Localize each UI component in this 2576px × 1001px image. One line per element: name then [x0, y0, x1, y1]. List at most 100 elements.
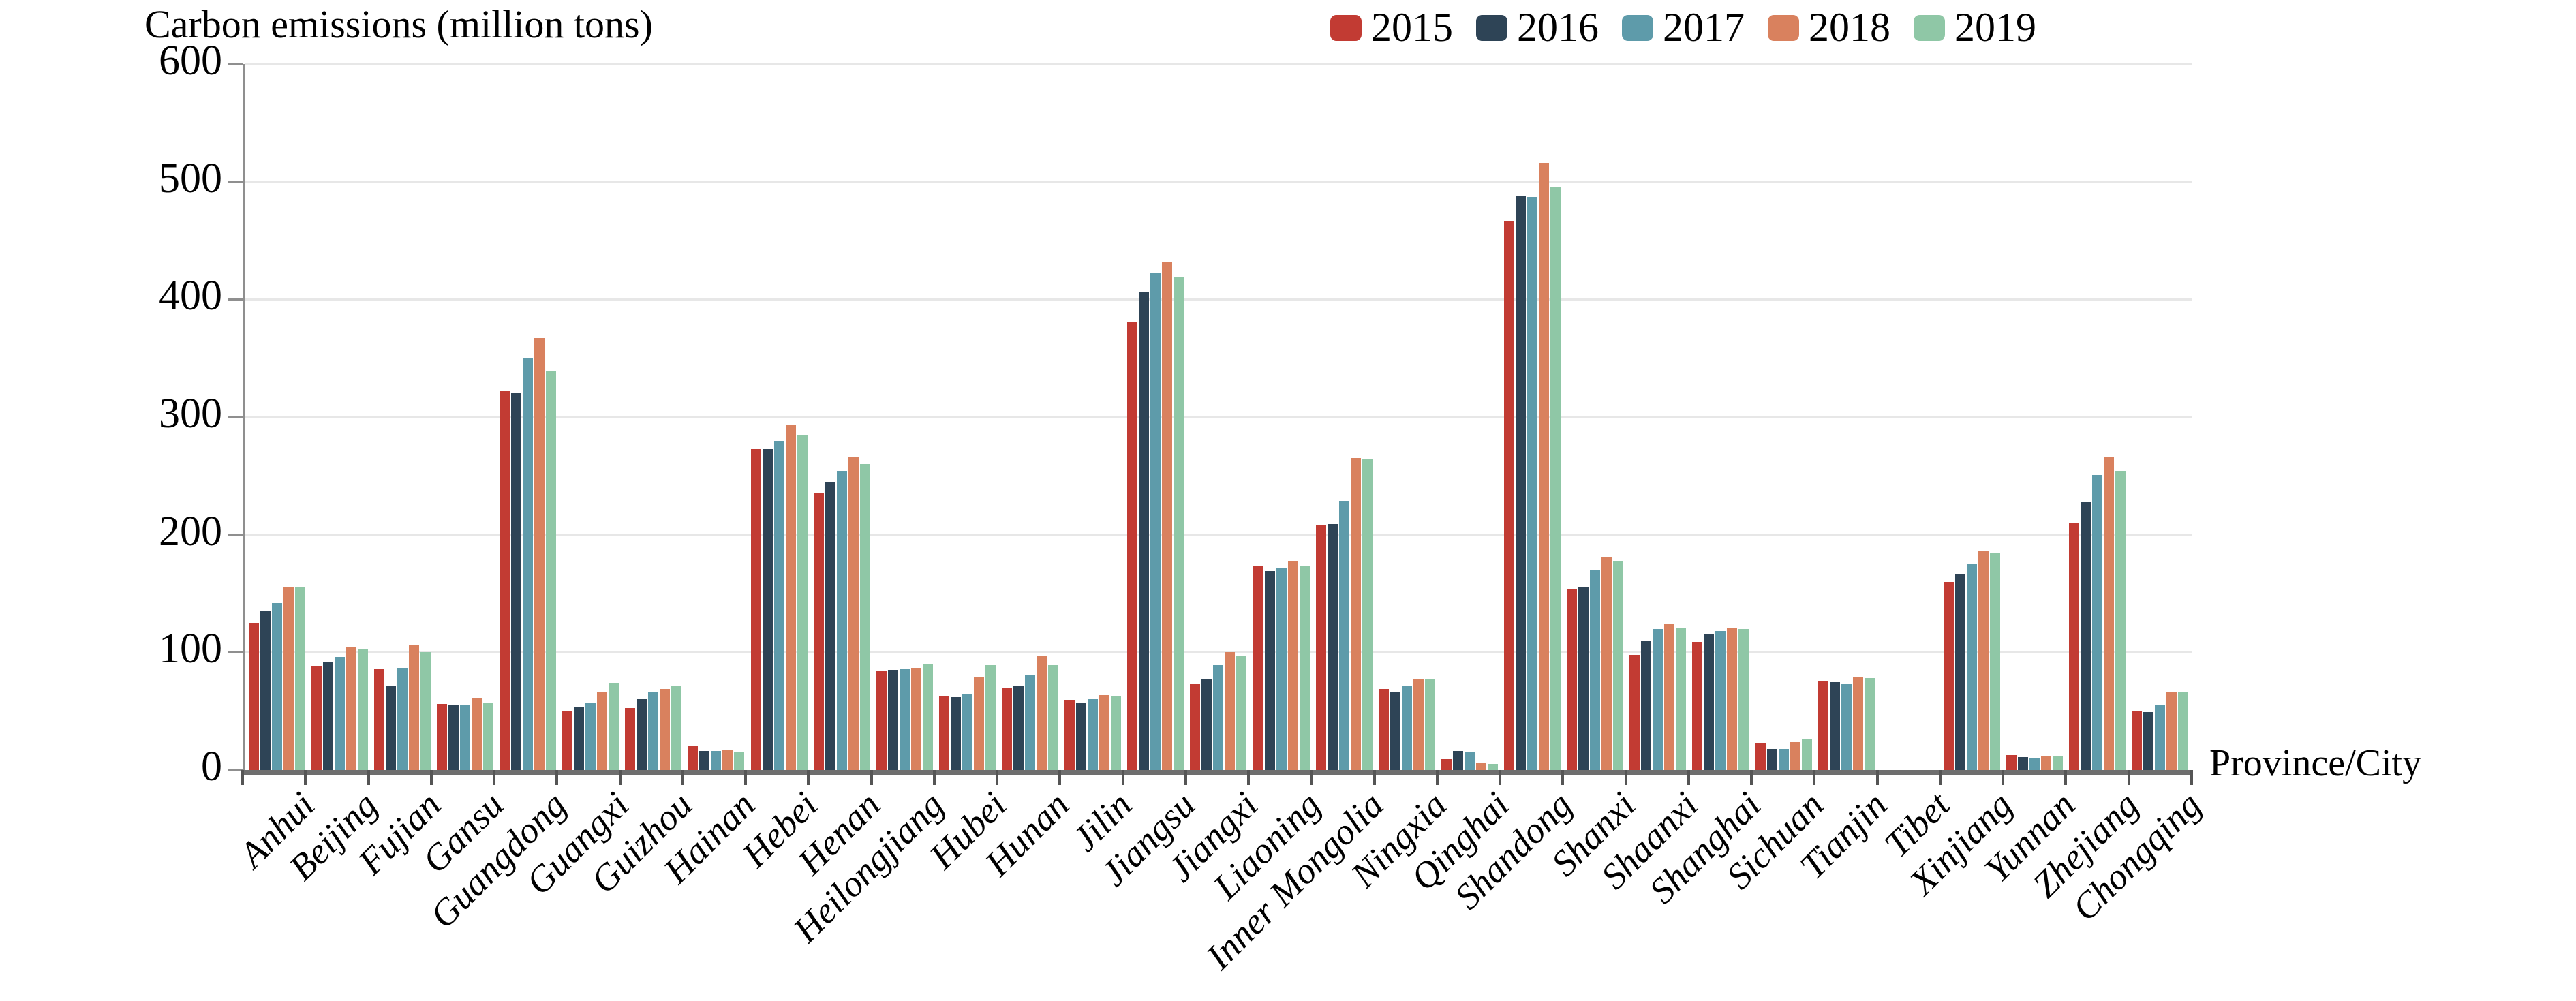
x-tick-mark	[932, 770, 936, 785]
bar-Chongqing-2015	[2132, 711, 2143, 770]
bar-Shaanxi-2019	[1676, 628, 1687, 770]
bar-group-Zhejiang	[2066, 64, 2129, 770]
bar-Shanxi-2016	[1578, 587, 1589, 770]
x-tick-mark	[429, 770, 433, 785]
x-tick-mark	[1750, 770, 1753, 785]
bar-Hunan-2015	[1002, 688, 1013, 770]
bar-Inner Mongolia-2016	[1327, 524, 1338, 770]
x-tick-mark	[1435, 770, 1439, 785]
bar-Guangxi-2019	[609, 683, 619, 770]
bar-Sichuan-2019	[1801, 739, 1812, 770]
bar-Xinjiang-2019	[1989, 552, 2000, 770]
bar-Hebei-2015	[750, 448, 761, 770]
bar-Shaanxi-2017	[1653, 628, 1663, 770]
bar-group-Hubei	[936, 64, 998, 770]
bar-Inner Mongolia-2019	[1362, 459, 1373, 770]
legend-swatch-icon	[1914, 14, 1945, 41]
bar-Guizhou-2015	[625, 707, 636, 770]
bar-Hebei-2017	[773, 440, 784, 770]
gridline-600	[245, 63, 2192, 65]
y-tick-label-600: 600	[159, 37, 222, 84]
bar-Jiangxi-2019	[1236, 656, 1247, 770]
bar-Beijing-2019	[357, 649, 368, 770]
bar-Zhejiang-2019	[2115, 471, 2126, 770]
bar-Liaoning-2018	[1287, 561, 1298, 770]
legend-item-2018: 2018	[1768, 4, 1890, 51]
y-tick-mark	[228, 769, 243, 771]
bar-Fujian-2019	[420, 652, 431, 770]
bar-Shandong-2015	[1504, 220, 1515, 770]
bar-Gansu-2017	[459, 705, 470, 770]
bar-Sichuan-2015	[1755, 743, 1766, 770]
bar-Gansu-2019	[482, 703, 493, 770]
bar-Heilongjiang-2017	[899, 668, 910, 770]
y-tick-label-400: 400	[159, 273, 222, 320]
bar-group-Yunnan	[2004, 64, 2066, 770]
bar-group-Guangdong	[497, 64, 559, 770]
bar-Chongqing-2016	[2143, 712, 2154, 770]
bar-Chongqing-2017	[2155, 705, 2166, 770]
x-tick-mark	[870, 770, 873, 785]
bar-group-Guangxi	[559, 64, 622, 770]
x-tick-mark	[1687, 770, 1690, 785]
bar-Heilongjiang-2019	[922, 664, 933, 770]
x-tick-mark	[2190, 770, 2193, 785]
bar-Inner Mongolia-2015	[1315, 525, 1326, 770]
bar-Jiangxi-2015	[1190, 683, 1201, 770]
bar-Anhui-2018	[283, 586, 294, 770]
bar-Henan-2018	[848, 457, 859, 770]
legend-label: 2016	[1517, 5, 1599, 50]
y-tick-mark	[228, 298, 243, 301]
bar-Tianjin-2018	[1852, 677, 1863, 770]
bar-Jiangxi-2016	[1201, 679, 1212, 770]
gridline-400	[245, 298, 2192, 301]
bar-Hunan-2018	[1037, 656, 1047, 770]
legend-label: 2018	[1809, 5, 1890, 50]
bar-group-Inner Mongolia	[1313, 64, 1375, 770]
bar-Tianjin-2016	[1829, 681, 1840, 770]
bar-Liaoning-2016	[1264, 571, 1275, 770]
bar-Heilongjiang-2018	[910, 667, 921, 770]
bar-Xinjiang-2017	[1966, 564, 1977, 770]
bar-group-Qinghai	[1438, 64, 1501, 770]
bar-Inner Mongolia-2018	[1350, 458, 1361, 770]
bar-group-Ningxia	[1375, 64, 1438, 770]
bar-Gansu-2016	[448, 705, 459, 770]
bar-Tianjin-2019	[1864, 678, 1875, 770]
bar-Shanghai-2017	[1715, 631, 1726, 770]
y-tick-mark	[228, 533, 243, 536]
bar-Sichuan-2016	[1766, 748, 1777, 770]
bar-Guizhou-2019	[671, 686, 682, 770]
bar-group-Jilin	[1062, 64, 1124, 770]
x-axis-title: Province/City	[2209, 742, 2422, 784]
bar-Chongqing-2019	[2178, 692, 2189, 770]
bar-Jilin-2017	[1088, 699, 1099, 770]
y-tick-mark	[228, 416, 243, 418]
bar-Zhejiang-2018	[2104, 457, 2115, 770]
legend-label: 2017	[1663, 5, 1745, 50]
x-tick-mark	[1121, 770, 1124, 785]
bar-Gansu-2018	[471, 698, 482, 770]
bar-Anhui-2016	[260, 611, 271, 770]
bar-group-Hunan	[999, 64, 1062, 770]
bar-Shanghai-2019	[1738, 628, 1749, 770]
x-tick-mark	[1561, 770, 1565, 785]
bar-Jiangsu-2015	[1127, 322, 1138, 770]
bar-Shanghai-2016	[1704, 634, 1715, 770]
bar-Xinjiang-2016	[1954, 574, 1965, 770]
bar-group-Beijing	[308, 64, 371, 770]
x-tick-mark	[304, 770, 307, 785]
bar-Yunnan-2016	[2018, 757, 2029, 770]
bar-Inner Mongolia-2017	[1338, 500, 1349, 770]
x-tick-mark	[1624, 770, 1627, 785]
bar-group-Shaanxi	[1627, 64, 1689, 770]
bar-groups	[245, 64, 2192, 770]
bar-Sichuan-2018	[1790, 741, 1800, 770]
bar-Ningxia-2019	[1424, 679, 1435, 770]
x-tick-mark	[744, 770, 748, 785]
bar-Guangdong-2016	[511, 393, 522, 770]
bar-Hubei-2017	[962, 693, 972, 770]
bar-Xinjiang-2018	[1978, 551, 1989, 770]
x-tick-mark	[493, 770, 496, 785]
